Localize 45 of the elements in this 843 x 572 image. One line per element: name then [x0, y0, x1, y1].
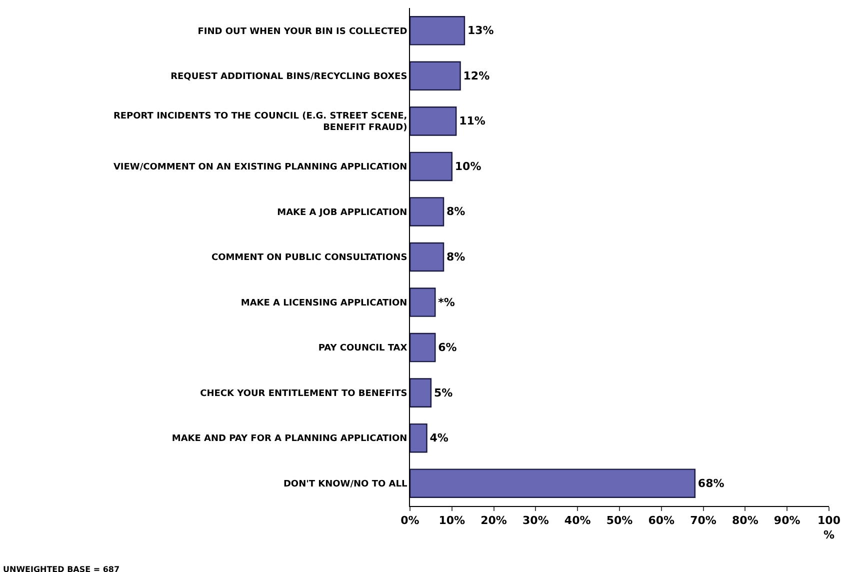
y-tick-label: MAKE AND PAY FOR A PLANNING APPLICATION	[172, 434, 408, 444]
data-label: 5%	[434, 386, 453, 400]
y-tick-label: DON'T KNOW/NO TO ALL	[283, 480, 408, 490]
text: UNWEIGHTED BASE = 687	[3, 565, 120, 572]
x-tick-label: 30%	[522, 514, 549, 528]
y-tick-label: REPORT INCIDENTS TO THE COUNCIL (E.G. STREET SCENE, BENEFIT FRAUD)	[113, 111, 408, 134]
data-label: 10%	[454, 160, 482, 173]
data-label: 8%	[446, 205, 466, 218]
y-tick-label: PAY COUNCIL TAX	[318, 344, 408, 354]
data-label: 4%	[430, 432, 448, 445]
y-tick-label: MAKE A LICENSING APPLICATION	[240, 298, 408, 308]
data-label: 13%	[467, 24, 494, 38]
y-tick-label: VIEW/COMMENT ON AN EXISTING PLANNING APPLICATION	[113, 162, 408, 173]
x-tick-label: 40%	[564, 514, 591, 528]
data-label: 68%	[698, 476, 724, 490]
data-label: 8%	[446, 250, 466, 264]
bar	[410, 332, 436, 362]
bar	[410, 242, 444, 272]
x-tick-label: 20%	[480, 514, 507, 528]
bar	[410, 16, 466, 46]
data-label: 11%	[459, 114, 486, 128]
x-tick-label: 10%	[438, 514, 466, 528]
bar	[410, 152, 452, 182]
bar	[410, 423, 428, 453]
x-tick-label: 60%	[648, 514, 675, 528]
data-label: 6%	[438, 341, 457, 354]
y-tick-label: MAKE A JOB APPLICATION	[277, 208, 408, 218]
data-label: 12%	[463, 69, 490, 82]
y-tick-label: FIND OUT WHEN YOUR BIN IS COLLECTED	[198, 26, 408, 37]
bar	[410, 468, 696, 498]
y-tick-label: REQUEST ADDITIONAL BINS/RECYCLING BOXES	[170, 72, 408, 82]
y-tick-label: CHECK YOUR ENTITLEMENT TO BENEFITS	[200, 388, 408, 399]
bar	[410, 197, 444, 226]
data-label: *%	[438, 296, 455, 309]
x-tick-label: 80%	[732, 514, 758, 528]
x-tick-label: 90%	[774, 514, 800, 528]
bar	[410, 378, 432, 408]
x-tick-label: 0%	[400, 514, 420, 528]
bar	[410, 288, 436, 317]
x-tick-label: 50%	[606, 514, 633, 528]
bar	[410, 61, 461, 91]
x-tick-label: 100 %	[818, 514, 841, 542]
x-tick-label: 70%	[690, 514, 716, 528]
bar	[410, 106, 457, 136]
y-tick-label: COMMENT ON PUBLIC CONSULTATIONS	[211, 253, 408, 264]
